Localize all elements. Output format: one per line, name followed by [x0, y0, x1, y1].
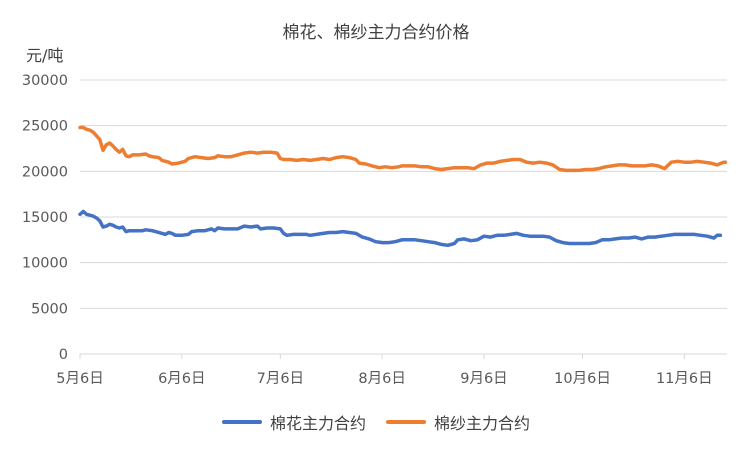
chart-title: 棉花、棉纱主力合约价格: [282, 23, 470, 43]
y-tick-label-0: 0: [59, 347, 68, 363]
x-tick-label-1: 6月6日: [158, 371, 205, 387]
x-tick-label-2: 7月6日: [257, 371, 304, 387]
legend-item-cotton: 棉花主力合约: [221, 410, 366, 434]
x-tick-label-6: 11月6日: [656, 371, 713, 387]
gridlines: [80, 79, 727, 309]
y-tick-label-5000: 5000: [31, 301, 68, 317]
y-tick-label-20000: 20000: [22, 164, 68, 180]
y-tick-label-15000: 15000: [22, 210, 68, 226]
legend-swatch-cotton: [221, 420, 262, 424]
y-tick-label-25000: 25000: [22, 119, 68, 135]
series-line-0: [78, 209, 723, 248]
legend: 棉花主力合约 棉纱主力合约: [0, 410, 752, 434]
series-line-1: [78, 125, 728, 173]
legend-item-yarn: 棉纱主力合约: [386, 410, 530, 434]
legend-swatch-yarn: [386, 420, 426, 424]
y-tick-label-30000: 30000: [22, 73, 68, 89]
axes: 0 5000 10000 15000 20000 25000 30000 5月6日 6月6日 7月…: [22, 73, 727, 387]
legend-label-yarn: 棉纱主力合约: [434, 414, 531, 433]
y-axis-unit-label: 元/吨: [26, 46, 64, 65]
x-tick-label-0: 5月6日: [56, 371, 103, 387]
legend-label-cotton: 棉花主力合约: [269, 414, 366, 433]
x-tick-label-5: 10月6日: [554, 371, 611, 387]
y-tick-label-10000: 10000: [22, 256, 68, 272]
x-tick-label-4: 9月6日: [460, 371, 507, 387]
series-lines: [78, 125, 728, 248]
x-tick-label-3: 8月6日: [358, 371, 405, 387]
